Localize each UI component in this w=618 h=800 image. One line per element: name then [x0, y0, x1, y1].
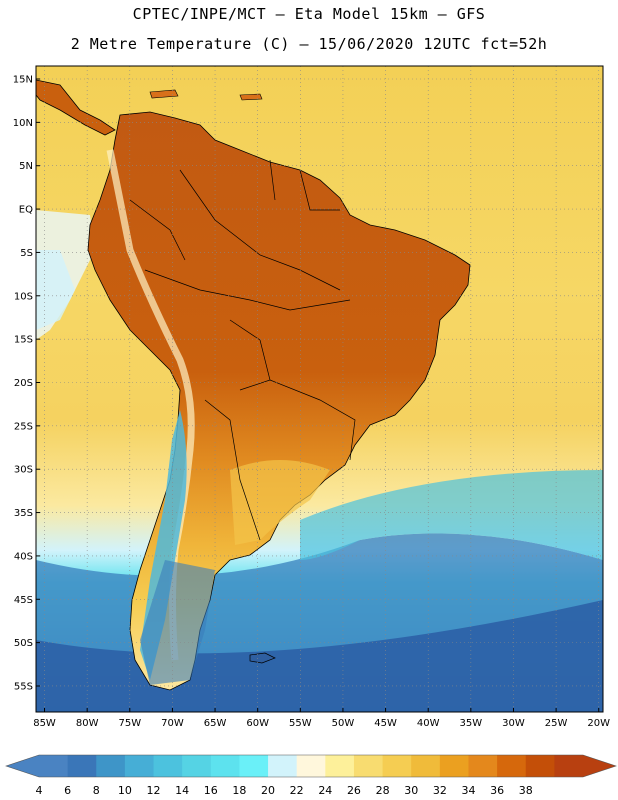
lat-label: 15N	[13, 75, 33, 86]
lat-label: 25S	[14, 421, 33, 432]
colorbar-cell	[296, 755, 326, 777]
central-america-landmass	[36, 79, 116, 136]
colorbar-label: 22	[290, 784, 304, 797]
colorbar-cell	[39, 755, 69, 777]
lon-label: 60W	[246, 718, 269, 729]
colorbar-cell	[239, 755, 269, 777]
colorbar-cell	[153, 755, 183, 777]
country-borders	[129, 159, 356, 541]
colorbar-cell	[353, 755, 384, 777]
colorbar-label: 38	[519, 784, 533, 797]
colorbar-label: 32	[433, 784, 447, 797]
colorbar-label: 24	[318, 784, 332, 797]
colorbar-cell	[382, 755, 412, 777]
colorbar-label: 30	[404, 784, 418, 797]
lat-label: 5S	[20, 248, 33, 259]
colorbar-cell	[439, 755, 469, 777]
colorbar-cell	[182, 755, 212, 777]
lon-label: 50W	[332, 718, 355, 729]
lon-label: 75W	[118, 718, 141, 729]
colorbar-label: 20	[261, 784, 275, 797]
lat-label: 35S	[14, 508, 33, 519]
colorbar-high-arrow	[583, 755, 616, 777]
colorbar-cell	[325, 755, 355, 777]
colorbar-label: 10	[118, 784, 132, 797]
lat-label: 55S	[14, 681, 33, 692]
colorbar-label: 28	[376, 784, 390, 797]
colorbar-label: 6	[64, 784, 71, 797]
lat-label: 20S	[14, 378, 33, 389]
lon-label: 80W	[76, 718, 99, 729]
lat-label: 5N	[19, 161, 33, 172]
colorbar-cell	[124, 755, 155, 777]
colorbar-cell	[497, 755, 527, 777]
colorbar-label: 8	[93, 784, 100, 797]
colorbar-label: 26	[347, 784, 361, 797]
lon-label: 85W	[33, 718, 56, 729]
colorbar-cell	[210, 755, 240, 777]
colorbar-label: 4	[36, 784, 43, 797]
colorbar-cell	[468, 755, 498, 777]
lat-label: 10N	[13, 118, 33, 129]
colorbar-cell	[411, 755, 441, 777]
lat-label: 15S	[14, 335, 33, 346]
lon-label: 20W	[587, 718, 610, 729]
lon-label: 65W	[204, 718, 227, 729]
falkland-islands	[249, 652, 276, 664]
colorbar: 4 6 8 10 12 14 16 18 20 22 24 26 28 30 32 34 36 38	[5, 754, 617, 797]
map-title-line1: CPTEC/INPE/MCT – Eta Model 15km – GFS	[132, 5, 486, 23]
lon-label: 35W	[460, 718, 483, 729]
colorbar-label: 12	[147, 784, 161, 797]
lon-label: 45W	[374, 718, 397, 729]
colorbar-label: 16	[204, 784, 218, 797]
axis-ticks	[36, 78, 600, 712]
colorbar-cell	[525, 755, 555, 777]
map-title-line2: 2 Metre Temperature (C) – 15/06/2020 12U…	[70, 35, 548, 53]
lat-label: 45S	[14, 595, 33, 606]
lat-label: EQ	[19, 205, 33, 216]
lon-label: 40W	[417, 718, 440, 729]
colorbar-low-arrow	[6, 755, 39, 777]
colorbar-label: 18	[232, 784, 246, 797]
lat-label: 30S	[14, 465, 33, 476]
map-area	[36, 66, 603, 712]
colorbar-label: 36	[490, 784, 504, 797]
colorbar-cell	[554, 755, 584, 777]
lon-label: 30W	[502, 718, 525, 729]
lat-label: 10S	[14, 291, 33, 302]
lat-label: 40S	[14, 551, 33, 562]
colorbar-cell	[268, 755, 298, 777]
lon-label: 55W	[289, 718, 312, 729]
colorbar-label: 34	[461, 784, 475, 797]
lon-label: 70W	[161, 718, 184, 729]
lon-label: 25W	[545, 718, 568, 729]
colorbar-label: 14	[175, 784, 189, 797]
map-frame	[35, 65, 604, 713]
graticule	[36, 66, 603, 712]
colorbar-cell	[96, 755, 126, 777]
colorbar-cell	[67, 755, 97, 777]
lat-label: 50S	[14, 638, 33, 649]
